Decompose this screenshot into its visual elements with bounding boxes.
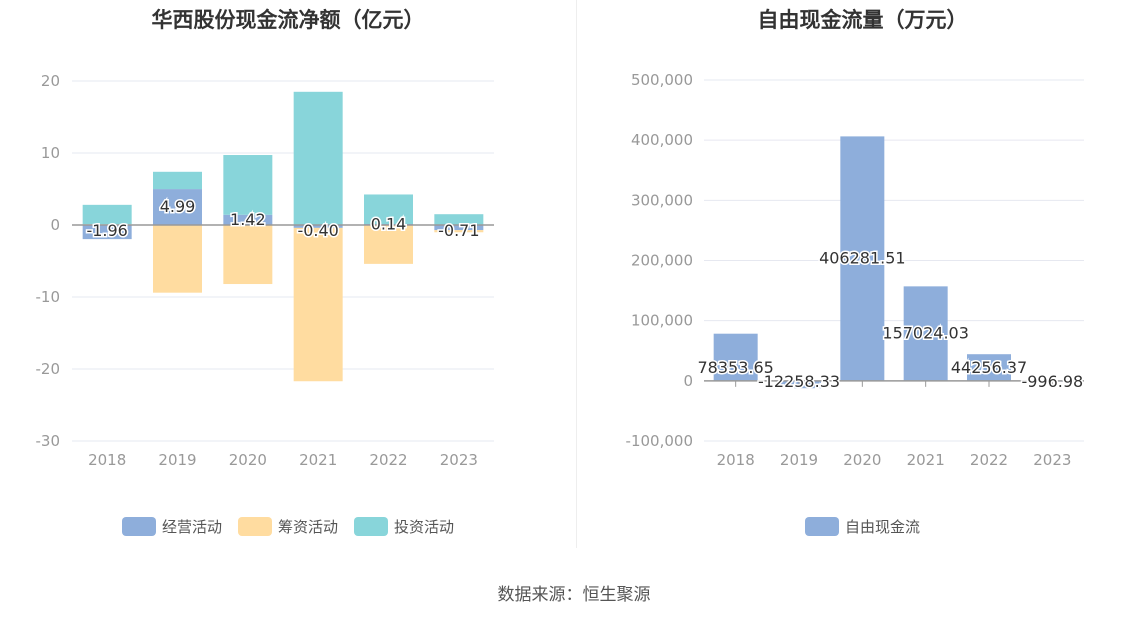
legend-label: 筹资活动 (277, 518, 338, 536)
bar-investing-2022 (364, 194, 413, 224)
x-tick-label: 2020 (229, 451, 267, 469)
legend-item-free_cash_flow[interactable]: 自由现金流 (804, 516, 920, 537)
bar-operating-2021 (293, 225, 343, 228)
bar-free-cash-flow-2018 (713, 333, 758, 381)
bar-investing-2018 (82, 204, 132, 225)
x-tick-label: 2018 (717, 451, 755, 469)
data-source-label: 数据来源：恒生聚源 (497, 585, 651, 605)
data-label-operating: -1.96 (86, 221, 127, 240)
free-cash-flow-legend: 自由现金流 (577, 516, 1148, 537)
x-tick-label: 2023 (440, 451, 478, 469)
y-tick-label: 10 (41, 144, 60, 162)
legend-swatch (237, 517, 272, 536)
bar-free-cash-flow-2020 (840, 136, 885, 381)
bar-financing-2021 (293, 227, 343, 382)
x-tick-label: 2021 (299, 451, 337, 469)
bar-investing-2021 (293, 91, 343, 225)
bar-financing-2020 (223, 225, 273, 285)
x-tick-label: 2020 (843, 451, 881, 469)
data-label-operating: -0.40 (297, 221, 338, 240)
cash-flow-legend: 经营活动 筹资活动 投资活动 (0, 516, 576, 537)
x-tick-label: 2021 (907, 451, 945, 469)
x-tick-label: 2023 (1033, 451, 1071, 469)
bar-financing-2023 (434, 230, 484, 233)
data-label-free-cash-flow: 44256.37 (951, 358, 1027, 377)
free-cash-flow-chart-title: 自由现金流量（万元） (757, 8, 968, 32)
bar-financing-2022 (364, 225, 413, 264)
y-tick-label: 20 (41, 72, 60, 90)
bar-free-cash-flow-2022 (967, 354, 1011, 381)
data-label-operating: 0.14 (371, 214, 407, 233)
y-tick-label: 500,000 (631, 71, 693, 89)
bar-financing-2019 (153, 225, 202, 293)
legend-item-investing[interactable]: 投资活动 (354, 516, 454, 537)
bar-operating-2020 (223, 214, 273, 225)
cash-flow-chart-panel: 华西股份现金流净额（亿元） 20 10 0 -10 -20 -30 2018 2019 2020… (0, 0, 576, 560)
legend-swatch (804, 517, 839, 536)
y-tick-label: -20 (36, 360, 61, 378)
free-cash-flow-chart-panel: 自由现金流量（万元） 500,000 400,000 300,000 200,000 1… (577, 0, 1148, 560)
y-tick-label: 400,000 (631, 131, 693, 149)
data-label-free-cash-flow: 406281.51 (819, 249, 906, 268)
legend-swatch (121, 517, 156, 536)
data-label-operating: 4.99 (160, 197, 196, 216)
data-label-free-cash-flow: -996.98 (1021, 372, 1083, 391)
x-tick-label: 2019 (158, 451, 196, 469)
data-label-free-cash-flow: -12258.33 (758, 372, 840, 391)
y-tick-label: -100,000 (626, 432, 693, 450)
bar-operating-2018 (82, 225, 132, 240)
legend-item-operating[interactable]: 经营活动 (121, 516, 222, 537)
panel-divider (576, 0, 577, 548)
y-tick-label: 200,000 (631, 252, 693, 270)
free-cash-flow-chart: 500,000 400,000 300,000 200,000 100,000 0 -100… (626, 71, 1085, 469)
x-tick-label: 2022 (970, 451, 1008, 469)
cash-flow-chart: 20 10 0 -10 -20 -30 2018 2019 2020 2021 2022 2023 -1… (36, 72, 494, 469)
bar-free-cash-flow-2021 (903, 286, 948, 381)
data-label-operating: 1.42 (230, 210, 266, 229)
x-tick-label: 2018 (88, 451, 126, 469)
legend-label: 经营活动 (161, 518, 222, 536)
bar-operating-2019 (153, 189, 202, 225)
legend-label: 自由现金流 (844, 518, 920, 536)
bar-investing-2023 (434, 214, 484, 225)
data-label-free-cash-flow: 157024.03 (882, 324, 969, 343)
legend-swatch (354, 517, 388, 536)
y-tick-label: -30 (36, 432, 61, 450)
y-tick-label: 0 (50, 216, 60, 234)
legend-label: 投资活动 (394, 518, 455, 536)
legend-item-financing[interactable]: 筹资活动 (237, 516, 338, 537)
y-tick-label: 0 (683, 372, 693, 390)
y-tick-label: -10 (36, 288, 61, 306)
x-tick-label: 2022 (369, 451, 407, 469)
x-tick-label: 2019 (780, 451, 818, 469)
y-tick-label: 300,000 (631, 191, 693, 209)
cash-flow-chart-title: 华西股份现金流净额（亿元） (151, 8, 425, 32)
data-label-operating: -0.71 (438, 221, 479, 240)
data-label-free-cash-flow: 78353.65 (697, 358, 773, 377)
bar-investing-2020 (223, 155, 273, 215)
bar-operating-2023 (434, 225, 484, 231)
y-tick-label: 100,000 (631, 312, 693, 330)
bar-investing-2019 (153, 171, 202, 190)
